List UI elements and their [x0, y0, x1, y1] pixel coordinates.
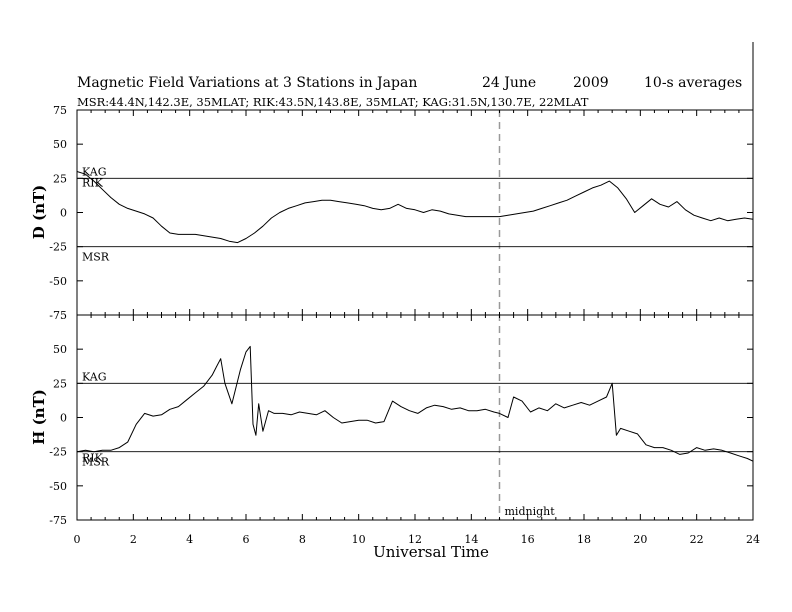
y-tick-label: 50: [53, 138, 67, 151]
plot-frame: [76, 109, 754, 316]
station-label-rik: RIK: [82, 176, 104, 189]
x-tick-label: 10: [352, 533, 366, 546]
x-axis-label: Universal Time: [373, 543, 489, 561]
y-axis-label: H (nT): [30, 389, 48, 445]
station-label-kag: KAG: [82, 370, 107, 383]
y-tick-label: -75: [49, 514, 67, 527]
x-tick-label: 8: [299, 533, 306, 546]
data-series-line: [76, 171, 754, 244]
x-tick-label: 12: [408, 533, 422, 546]
x-tick-label: 0: [74, 533, 81, 546]
data-series-line: [76, 345, 754, 462]
station-coordinates: MSR:44.4N,142.3E, 35MLAT; RIK:43.5N,143.…: [77, 95, 589, 109]
x-tick-label: 22: [690, 533, 704, 546]
y-tick-label: -50: [49, 480, 67, 493]
y-tick-label: 0: [60, 412, 67, 425]
station-label-rik: RIK: [82, 452, 104, 465]
station-label-msr: MSR: [82, 251, 110, 264]
y-tick-label: -25: [49, 241, 67, 254]
plot-frame: [76, 314, 754, 521]
y-tick-label: 75: [53, 104, 67, 117]
figure-date: 24 June: [482, 75, 536, 91]
y-tick-label: 0: [60, 207, 67, 220]
x-tick-label: 16: [521, 533, 535, 546]
midnight-annotation: midnight: [505, 505, 556, 518]
x-tick-label: 20: [633, 533, 647, 546]
y-tick-label: -25: [49, 446, 67, 459]
figure-year: 2009: [573, 75, 609, 91]
station-label-msr: MSR: [82, 456, 110, 469]
y-tick-label: -50: [49, 275, 67, 288]
figure-title: Magnetic Field Variations at 3 Stations …: [77, 75, 417, 91]
y-axis-label: D (nT): [30, 185, 48, 240]
y-tick-label: 25: [53, 377, 67, 390]
x-tick-label: 18: [577, 533, 591, 546]
station-label-kag: KAG: [82, 165, 107, 178]
x-tick-label: 6: [243, 533, 250, 546]
y-tick-label: -75: [49, 309, 67, 322]
x-tick-label: 4: [186, 533, 193, 546]
y-tick-label: 50: [53, 343, 67, 356]
x-tick-label: 14: [464, 533, 478, 546]
x-tick-label: 24: [746, 533, 760, 546]
y-tick-label: 25: [53, 172, 67, 185]
figure-averaging: 10-s averages: [644, 75, 742, 91]
x-tick-label: 2: [130, 533, 137, 546]
